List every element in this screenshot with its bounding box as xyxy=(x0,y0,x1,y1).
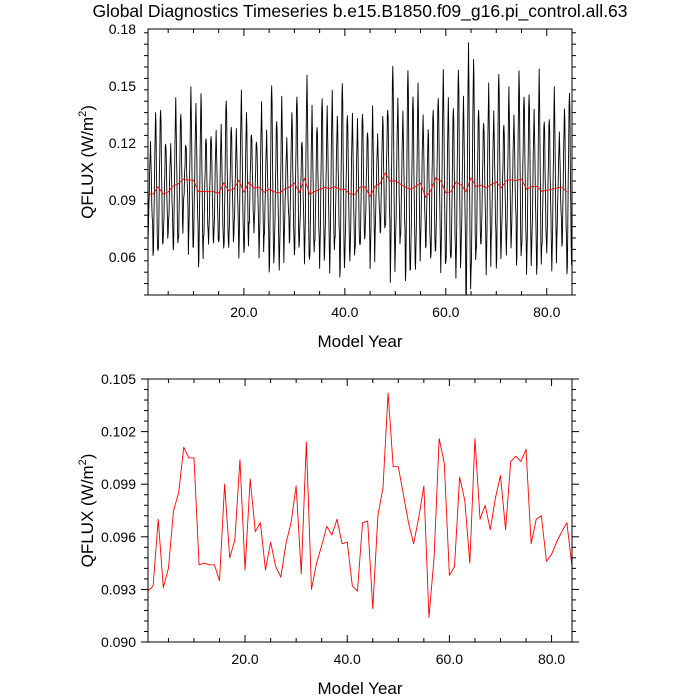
bottom-y-tick-label: 0.093 xyxy=(101,581,136,597)
bottom-y-tick-label: 0.099 xyxy=(101,476,136,492)
bottom-y-tick-label: 0.090 xyxy=(101,634,136,650)
bottom-plot-frame xyxy=(147,378,573,643)
bottom-y-tick-label: 0.102 xyxy=(101,424,136,440)
top-y-tick-label: 0.18 xyxy=(109,21,136,37)
top-x-axis-label: Model Year xyxy=(317,332,402,351)
figure-title: Global Diagnostics Timeseries b.e15.B185… xyxy=(92,1,627,22)
top-x-tick-label: 80.0 xyxy=(533,304,560,320)
top-y-tick-label: 0.15 xyxy=(109,78,136,94)
top-y-tick-label: 0.06 xyxy=(109,249,136,265)
top-y-axis-label: QFLUX (W/m2) xyxy=(77,105,97,219)
top-chart-panel: 20.0 40.0 60.0 80.0 0.06 0.09 0.12 0.15 0.18 Mode… xyxy=(77,21,576,351)
top-x-tick-label: 60.0 xyxy=(432,304,459,320)
top-y-tick-label: 0.09 xyxy=(109,192,136,208)
top-plot-frame xyxy=(147,28,573,296)
top-x-tick-label: 40.0 xyxy=(331,304,358,320)
bottom-y-tick-label: 0.096 xyxy=(101,529,136,545)
top-series-annual-line xyxy=(148,172,568,198)
bottom-x-tick-label: 80.0 xyxy=(538,651,565,667)
bottom-x-axis-label: Model Year xyxy=(317,679,402,698)
bottom-chart-panel: 20.0 40.0 60.0 80.0 0.090 0.093 0.096 0.099 0.10… xyxy=(77,371,579,698)
top-series-monthly-line xyxy=(148,42,572,295)
bottom-y-tick-label: 0.105 xyxy=(101,371,136,387)
bottom-y-axis-label: QFLUX (W/m2) xyxy=(77,454,97,568)
top-x-tick-label: 20.0 xyxy=(230,304,257,320)
bottom-series-annual-line xyxy=(148,392,572,618)
bottom-x-tick-label: 40.0 xyxy=(334,651,361,667)
bottom-x-tick-label: 60.0 xyxy=(436,651,463,667)
top-y-tick-label: 0.12 xyxy=(109,135,136,151)
bottom-x-tick-label: 20.0 xyxy=(231,651,258,667)
